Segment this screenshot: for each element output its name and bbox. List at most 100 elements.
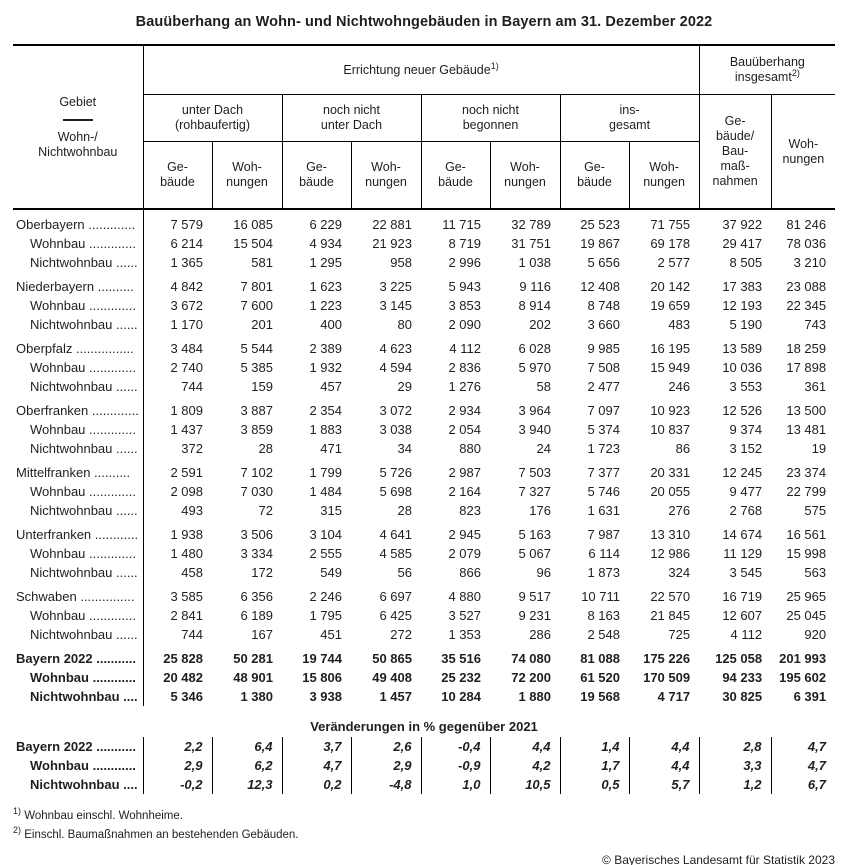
value-cell: 16 719 (722, 589, 763, 604)
table-header: Gebiet Wohn-/ Nichtwohnbau Errichtung ne… (13, 44, 836, 210)
value-cell: 37 922 (722, 217, 763, 232)
table-row: Nichtwohnbau ...... 372 28 471 34 880 24 1 723 8… (13, 439, 835, 458)
value-cell: 6 189 (240, 608, 273, 623)
value-cell: 18 259 (786, 341, 827, 356)
footnote-1: 1) Wohnbau einschl. Wohnheime. (13, 807, 835, 826)
footnote-1-text: Wohnbau einschl. Wohnheime. (24, 810, 183, 822)
value-cell: 10 284 (441, 689, 481, 704)
row-label: Wohnbau ............. (13, 420, 144, 439)
value-cell: 167 (251, 627, 273, 642)
value-cell: 3 506 (240, 527, 273, 542)
value-cell: 12 408 (580, 279, 620, 294)
value-cell: 50 865 (372, 651, 412, 666)
header-wohnungen-3: Woh- nungen (489, 141, 560, 210)
row-label: Wohnbau ............. (13, 544, 144, 563)
value-cell: 880 (459, 441, 481, 456)
table-row: Niederbayern .......... 4 842 7 801 1 623 3 … (13, 272, 835, 296)
value-cell: 1 276 (448, 379, 481, 394)
value-cell: 4 641 (379, 527, 412, 542)
header-group-errichtung: Errichtung neuer Gebäude1) (142, 44, 700, 95)
value-cell: 1 932 (309, 360, 342, 375)
value-cell: 3,7 (281, 737, 351, 756)
value-cell: 15 806 (302, 670, 342, 685)
value-cell: 286 (529, 627, 551, 642)
value-cell: 5 746 (587, 484, 620, 499)
value-cell: 1 170 (170, 317, 203, 332)
value-cell: 6,4 (211, 737, 282, 756)
value-cell: 20 331 (650, 465, 691, 480)
value-cell: 563 (804, 565, 827, 580)
value-cell: 16 561 (786, 527, 827, 542)
row-label: Nichtwohnbau .... (13, 687, 144, 706)
value-cell: 6 391 (793, 689, 827, 704)
value-cell: 3 072 (379, 403, 412, 418)
value-cell: 1 295 (309, 255, 342, 270)
value-cell: 2 836 (448, 360, 481, 375)
value-cell: 5 190 (729, 317, 763, 332)
row-label: Mittelfranken .......... (13, 458, 144, 482)
value-cell: 3 334 (240, 546, 273, 561)
table-row: Wohnbau ............ 20 482 48 901 15 806 49… (13, 668, 835, 687)
value-cell: 29 (397, 379, 412, 394)
header-gebaeude-4: Ge- bäude (559, 141, 629, 210)
value-cell: 48 901 (233, 670, 273, 685)
value-cell: 3 104 (309, 527, 342, 542)
table-row: Bayern 2022 ........... 25 828 50 281 19 74… (13, 644, 835, 668)
value-cell: 7 600 (240, 298, 273, 313)
value-cell: 17 898 (786, 360, 827, 375)
table-row: Nichtwohnbau ...... 1 170 201 400 80 2 090 202… (13, 315, 835, 334)
value-cell: 4,7 (770, 737, 835, 756)
value-cell: 74 080 (511, 651, 551, 666)
value-cell: 1 723 (587, 441, 620, 456)
value-cell: 50 281 (233, 651, 273, 666)
value-cell: 86 (675, 441, 691, 456)
value-cell: 471 (320, 441, 342, 456)
row-label: Wohnbau ............. (13, 482, 144, 501)
value-cell: 195 602 (779, 670, 827, 685)
value-cell: 3 887 (240, 403, 273, 418)
value-cell: 3 660 (587, 317, 620, 332)
value-cell: 12,3 (211, 775, 282, 794)
footnote-2-text: Einschl. Baumaßnahmen an bestehenden Geb… (24, 829, 299, 841)
value-cell: 22 570 (650, 589, 691, 604)
value-cell: 4,4 (628, 756, 699, 775)
page-title: Bauüberhang an Wohn- und Nichtwohngebäud… (135, 14, 713, 30)
value-cell: 22 881 (372, 217, 412, 232)
value-cell: 13 481 (786, 422, 827, 437)
value-cell: 1 880 (518, 689, 551, 704)
value-cell: 34 (397, 441, 412, 456)
value-cell: 58 (536, 379, 551, 394)
row-label: Nichtwohnbau ...... (13, 563, 144, 582)
value-cell: 7 030 (240, 484, 273, 499)
value-cell: 25 232 (441, 670, 481, 685)
row-label: Nichtwohnbau ...... (13, 501, 144, 520)
table-row: Nichtwohnbau ...... 744 159 457 29 1 276 58 2 4… (13, 377, 835, 396)
value-cell: 2 164 (448, 484, 481, 499)
table-row: Unterfranken ............ 1 938 3 506 3 104… (13, 520, 835, 544)
table-row: Wohnbau ............. 2 841 6 189 1 795 6 42… (13, 606, 835, 625)
value-cell: 5,7 (628, 775, 699, 794)
value-cell: 3 585 (170, 589, 203, 604)
value-cell: 29 417 (722, 236, 763, 251)
table-row: Mittelfranken .......... 2 591 7 102 1 799 5… (13, 458, 835, 482)
header-insgesamt: ins- gesamt (559, 94, 700, 142)
value-cell: 13 589 (722, 341, 763, 356)
value-cell: 14 674 (722, 527, 763, 542)
value-cell: 12 986 (650, 546, 691, 561)
value-cell: 35 516 (441, 651, 481, 666)
value-cell: 12 245 (722, 465, 763, 480)
value-cell: 1 883 (309, 422, 342, 437)
table-row: Oberfranken ............. 1 809 3 887 2 354… (13, 396, 835, 420)
value-cell: 11 129 (723, 546, 763, 561)
value-cell: 7 377 (587, 465, 620, 480)
value-cell: 19 744 (302, 651, 342, 666)
value-cell: 4,7 (281, 756, 351, 775)
value-cell: 31 751 (511, 236, 551, 251)
value-cell: 7 801 (240, 279, 273, 294)
value-cell: 15 504 (233, 236, 273, 251)
value-cell: 19 (811, 441, 827, 456)
value-cell: 172 (251, 565, 273, 580)
header-gebaeude-baumassnahmen: Ge- bäude/ Bau- maß- nahmen (698, 94, 772, 210)
table-row: Wohnbau ............. 2 098 7 030 1 484 5 69… (13, 482, 835, 501)
value-cell: 159 (251, 379, 273, 394)
